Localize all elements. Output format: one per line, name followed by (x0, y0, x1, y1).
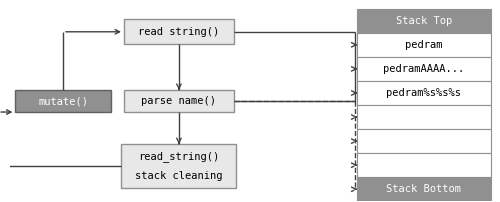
Text: read string(): read string() (138, 27, 220, 37)
Text: Stack Top: Stack Top (396, 16, 452, 26)
Text: pedram%s%s%s: pedram%s%s%s (386, 88, 462, 98)
FancyBboxPatch shape (358, 129, 490, 153)
FancyBboxPatch shape (358, 177, 490, 201)
Text: stack cleaning: stack cleaning (135, 171, 222, 181)
Text: pedramAAAA...: pedramAAAA... (384, 64, 464, 74)
Text: Stack Bottom: Stack Bottom (386, 184, 462, 194)
FancyBboxPatch shape (358, 57, 490, 81)
FancyBboxPatch shape (358, 33, 490, 57)
FancyBboxPatch shape (122, 144, 236, 188)
FancyBboxPatch shape (124, 90, 234, 112)
FancyBboxPatch shape (358, 105, 490, 129)
FancyBboxPatch shape (358, 81, 490, 105)
Text: parse name(): parse name() (142, 96, 216, 106)
FancyBboxPatch shape (358, 153, 490, 177)
FancyBboxPatch shape (16, 90, 110, 112)
Text: pedram: pedram (405, 40, 442, 50)
Text: read_string(): read_string() (138, 151, 220, 162)
Text: mutate(): mutate() (38, 96, 88, 106)
FancyBboxPatch shape (358, 9, 490, 33)
FancyBboxPatch shape (124, 19, 234, 44)
